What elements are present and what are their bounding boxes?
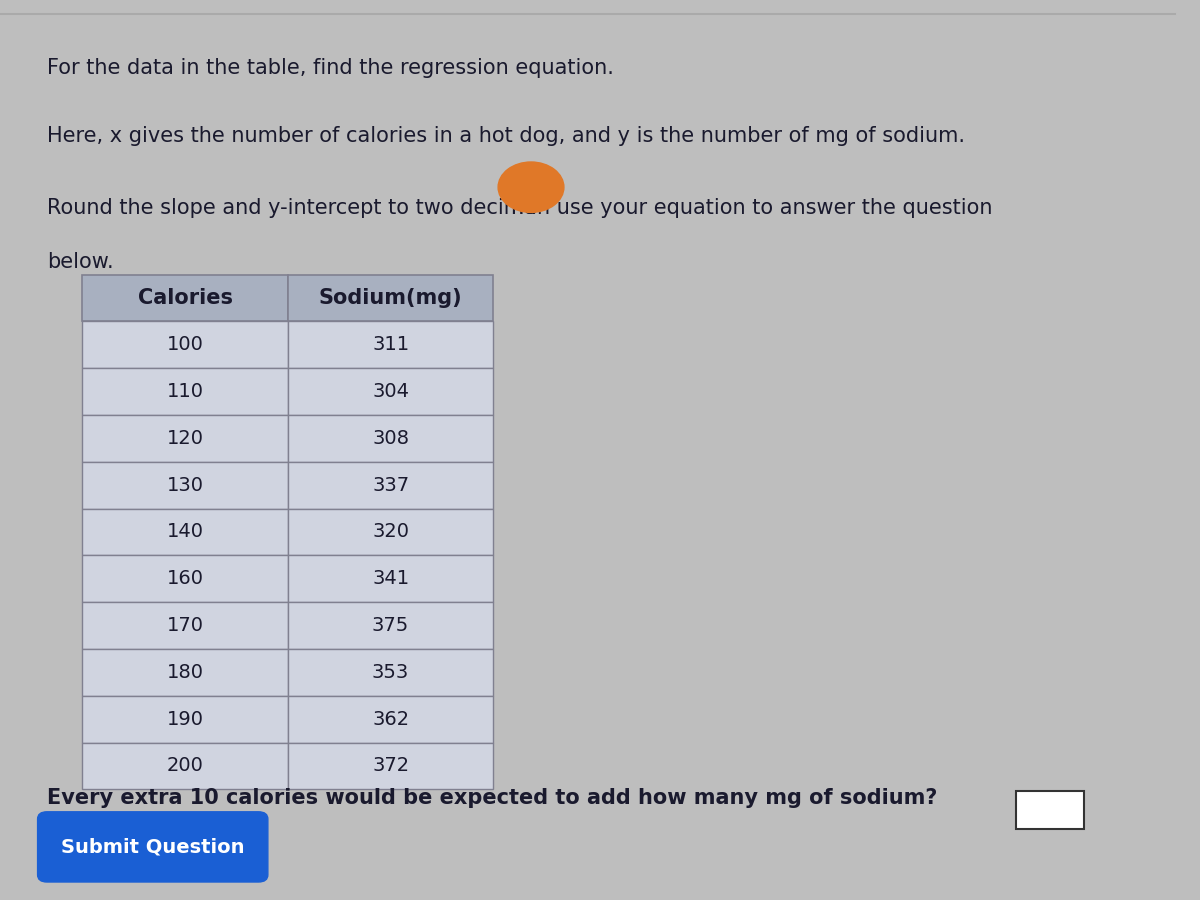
Text: Round the slope and y-intercept to two decima: Round the slope and y-intercept to two d… xyxy=(47,198,536,218)
FancyBboxPatch shape xyxy=(288,602,493,649)
Circle shape xyxy=(498,162,564,212)
Text: 120: 120 xyxy=(167,428,204,448)
FancyBboxPatch shape xyxy=(83,368,288,415)
FancyBboxPatch shape xyxy=(83,415,288,462)
FancyBboxPatch shape xyxy=(288,274,493,321)
Text: For the data in the table, find the regression equation.: For the data in the table, find the regr… xyxy=(47,58,614,78)
Text: 304: 304 xyxy=(372,382,409,401)
Text: Submit Question: Submit Question xyxy=(61,837,245,857)
FancyBboxPatch shape xyxy=(83,696,288,742)
FancyBboxPatch shape xyxy=(83,555,288,602)
FancyBboxPatch shape xyxy=(288,555,493,602)
FancyBboxPatch shape xyxy=(288,696,493,742)
FancyBboxPatch shape xyxy=(288,742,493,789)
Text: 353: 353 xyxy=(372,662,409,682)
Text: Every extra 10 calories would be expected to add how many mg of sodium?: Every extra 10 calories would be expecte… xyxy=(47,788,937,807)
FancyBboxPatch shape xyxy=(83,274,288,321)
Text: 341: 341 xyxy=(372,569,409,589)
FancyBboxPatch shape xyxy=(83,602,288,649)
FancyBboxPatch shape xyxy=(288,415,493,462)
Text: 160: 160 xyxy=(167,569,204,589)
Text: 308: 308 xyxy=(372,428,409,448)
FancyBboxPatch shape xyxy=(288,462,493,508)
FancyBboxPatch shape xyxy=(288,508,493,555)
FancyBboxPatch shape xyxy=(83,742,288,789)
FancyBboxPatch shape xyxy=(37,812,268,882)
Text: 200: 200 xyxy=(167,756,204,776)
Text: 362: 362 xyxy=(372,709,409,729)
Text: 190: 190 xyxy=(167,709,204,729)
FancyBboxPatch shape xyxy=(288,321,493,368)
Text: 100: 100 xyxy=(167,335,204,355)
Text: Here, x gives the number of calories in a hot dog, and y is the number of mg of : Here, x gives the number of calories in … xyxy=(47,126,965,146)
Text: 170: 170 xyxy=(167,616,204,635)
Text: hen use your equation to answer the question: hen use your equation to answer the ques… xyxy=(511,198,992,218)
Text: Calories: Calories xyxy=(138,288,233,308)
Text: 110: 110 xyxy=(167,382,204,401)
Text: 320: 320 xyxy=(372,522,409,542)
FancyBboxPatch shape xyxy=(288,649,493,696)
Text: 375: 375 xyxy=(372,616,409,635)
Text: 180: 180 xyxy=(167,662,204,682)
FancyBboxPatch shape xyxy=(83,508,288,555)
Text: 372: 372 xyxy=(372,756,409,776)
Text: 337: 337 xyxy=(372,475,409,495)
Text: 140: 140 xyxy=(167,522,204,542)
FancyBboxPatch shape xyxy=(288,368,493,415)
Text: below.: below. xyxy=(47,252,114,272)
Text: 130: 130 xyxy=(167,475,204,495)
FancyBboxPatch shape xyxy=(83,321,288,368)
Text: Sodium(mg): Sodium(mg) xyxy=(319,288,462,308)
FancyBboxPatch shape xyxy=(83,462,288,508)
FancyBboxPatch shape xyxy=(1016,791,1085,829)
FancyBboxPatch shape xyxy=(83,649,288,696)
Text: 311: 311 xyxy=(372,335,409,355)
